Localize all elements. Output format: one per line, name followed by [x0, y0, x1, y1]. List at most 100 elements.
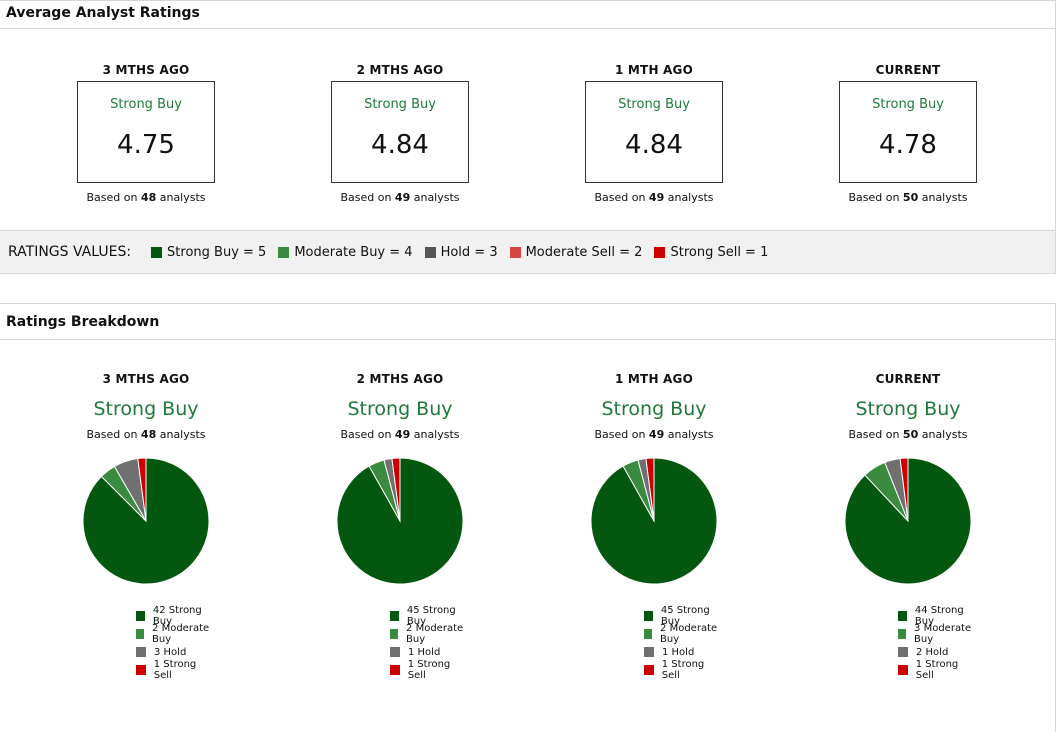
value-strong-sell: Strong Sell = 1 [654, 245, 768, 260]
average-ratings-title: Average Analyst Ratings [0, 1, 1055, 29]
average-ratings-panel: Average Analyst Ratings 3 MTHS AGO Stron… [0, 0, 1056, 274]
period-label: 3 MTHS AGO [102, 372, 190, 386]
pie-legend: 45 Strong Buy 2 Moderate Buy 1 Hold 1 St… [584, 605, 724, 681]
swatch-strong-buy [151, 246, 163, 258]
based-on-text: Based on 48 analysts [86, 191, 206, 204]
period-label: 2 MTHS AGO [356, 63, 444, 77]
period-label: 1 MTH AGO [614, 372, 693, 386]
rating-box: Strong Buy 4.84 [331, 81, 469, 183]
rating-label: Strong Buy [364, 97, 436, 112]
legend-swatch [390, 611, 399, 621]
legend-swatch [898, 647, 908, 657]
pie-slice-strong-sell [391, 457, 401, 522]
rating-box: Strong Buy 4.84 [585, 81, 723, 183]
based-on-text: Based on 50 analysts [848, 428, 968, 441]
brk-col-1m: 1 MTH AGO Strong Buy Based on 49 analyst… [554, 372, 754, 681]
ratings-breakdown-title: Ratings Breakdown [0, 304, 1055, 340]
legend-item: 1 Hold [390, 643, 470, 661]
legend-item: 1 Strong Sell [390, 659, 470, 681]
based-on-text: Based on 49 analysts [340, 191, 460, 204]
value-hold: Hold = 3 [424, 245, 498, 260]
rating-value: 4.78 [879, 130, 937, 160]
legend-item: 45 Strong Buy [644, 605, 724, 627]
pie-chart-3m [82, 457, 210, 585]
legend-swatch [136, 611, 145, 621]
legend-item: 1 Strong Sell [136, 659, 216, 681]
legend-item: 2 Moderate Buy [644, 623, 724, 645]
pie-slice-strong-sell [645, 457, 655, 522]
brk-col-current: CURRENT Strong Buy Based on 50 analysts … [808, 372, 1008, 681]
pie-legend: 45 Strong Buy 2 Moderate Buy 1 Hold 1 St… [330, 605, 470, 681]
rating-value: 4.84 [625, 130, 683, 160]
avg-col-3m: 3 MTHS AGO Strong Buy 4.75 Based on 48 a… [46, 63, 246, 204]
rating-label: Strong Buy [618, 97, 690, 112]
based-on-text: Based on 49 analysts [594, 428, 714, 441]
legend-swatch [390, 629, 399, 639]
based-on-text: Based on 49 analysts [594, 191, 714, 204]
legend-item: 2 Moderate Buy [390, 623, 470, 645]
pie-chart-2m [336, 457, 464, 585]
legend-swatch [644, 611, 653, 621]
analyst-count: 48 [140, 428, 157, 441]
analyst-count: 49 [394, 191, 411, 204]
rating-label: Strong Buy [872, 97, 944, 112]
analyst-count: 49 [648, 191, 665, 204]
legend-swatch [898, 665, 908, 675]
value-strong-buy: Strong Buy = 5 [151, 245, 266, 260]
legend-item: 1 Strong Sell [644, 659, 724, 681]
value-moderate-sell: Moderate Sell = 2 [509, 245, 642, 260]
pie-chart-1m [590, 457, 718, 585]
period-label: 3 MTHS AGO [102, 63, 190, 77]
value-moderate-buy: Moderate Buy = 4 [278, 245, 413, 260]
rating-label: Strong Buy [347, 398, 453, 420]
brk-col-3m: 3 MTHS AGO Strong Buy Based on 48 analys… [46, 372, 246, 681]
legend-item: 44 Strong Buy [898, 605, 978, 627]
avg-col-current: CURRENT Strong Buy 4.78 Based on 50 anal… [808, 63, 1008, 204]
legend-swatch [898, 611, 907, 621]
rating-label: Strong Buy [110, 97, 182, 112]
brk-col-2m: 2 MTHS AGO Strong Buy Based on 49 analys… [300, 372, 500, 681]
legend-swatch [136, 629, 145, 639]
rating-label: Strong Buy [93, 398, 199, 420]
based-on-text: Based on 48 analysts [86, 428, 206, 441]
legend-item: 1 Hold [644, 643, 724, 661]
period-label: 1 MTH AGO [614, 63, 693, 77]
analyst-count: 49 [648, 428, 665, 441]
analyst-count: 50 [902, 428, 919, 441]
rating-box: Strong Buy 4.78 [839, 81, 977, 183]
legend-swatch [136, 647, 146, 657]
legend-item: 2 Hold [898, 643, 978, 661]
legend-item: 42 Strong Buy [136, 605, 216, 627]
avg-col-2m: 2 MTHS AGO Strong Buy 4.84 Based on 49 a… [300, 63, 500, 204]
ratings-breakdown-panel: Ratings Breakdown 3 MTHS AGO Strong Buy … [0, 303, 1056, 732]
ratings-values-bar: RATINGS VALUES: Strong Buy = 5 Moderate … [0, 230, 1055, 273]
rating-label: Strong Buy [601, 398, 707, 420]
pie-slice-strong-sell [899, 457, 909, 522]
period-label: CURRENT [875, 372, 941, 386]
pie-legend: 42 Strong Buy 2 Moderate Buy 3 Hold 1 St… [76, 605, 216, 681]
rating-value: 4.84 [371, 130, 429, 160]
rating-value: 4.75 [117, 130, 175, 160]
legend-swatch [136, 665, 146, 675]
analyst-count: 50 [902, 191, 919, 204]
rating-label: Strong Buy [855, 398, 961, 420]
ratings-values-title: RATINGS VALUES: [8, 244, 132, 260]
pie-chart-current [844, 457, 972, 585]
legend-swatch [898, 629, 907, 639]
legend-item: 3 Moderate Buy [898, 623, 978, 645]
based-on-text: Based on 50 analysts [848, 191, 968, 204]
legend-item: 1 Strong Sell [898, 659, 978, 681]
based-on-text: Based on 49 analysts [340, 428, 460, 441]
analyst-count: 49 [394, 428, 411, 441]
pie-slice-strong-sell [137, 457, 147, 522]
swatch-hold [424, 246, 436, 258]
rating-box: Strong Buy 4.75 [77, 81, 215, 183]
legend-swatch [390, 665, 400, 675]
period-label: CURRENT [875, 63, 941, 77]
swatch-strong-sell [654, 246, 666, 258]
swatch-moderate-buy [278, 246, 290, 258]
legend-swatch [644, 629, 653, 639]
legend-item: 2 Moderate Buy [136, 623, 216, 645]
swatch-moderate-sell [509, 246, 521, 258]
analyst-count: 48 [140, 191, 157, 204]
